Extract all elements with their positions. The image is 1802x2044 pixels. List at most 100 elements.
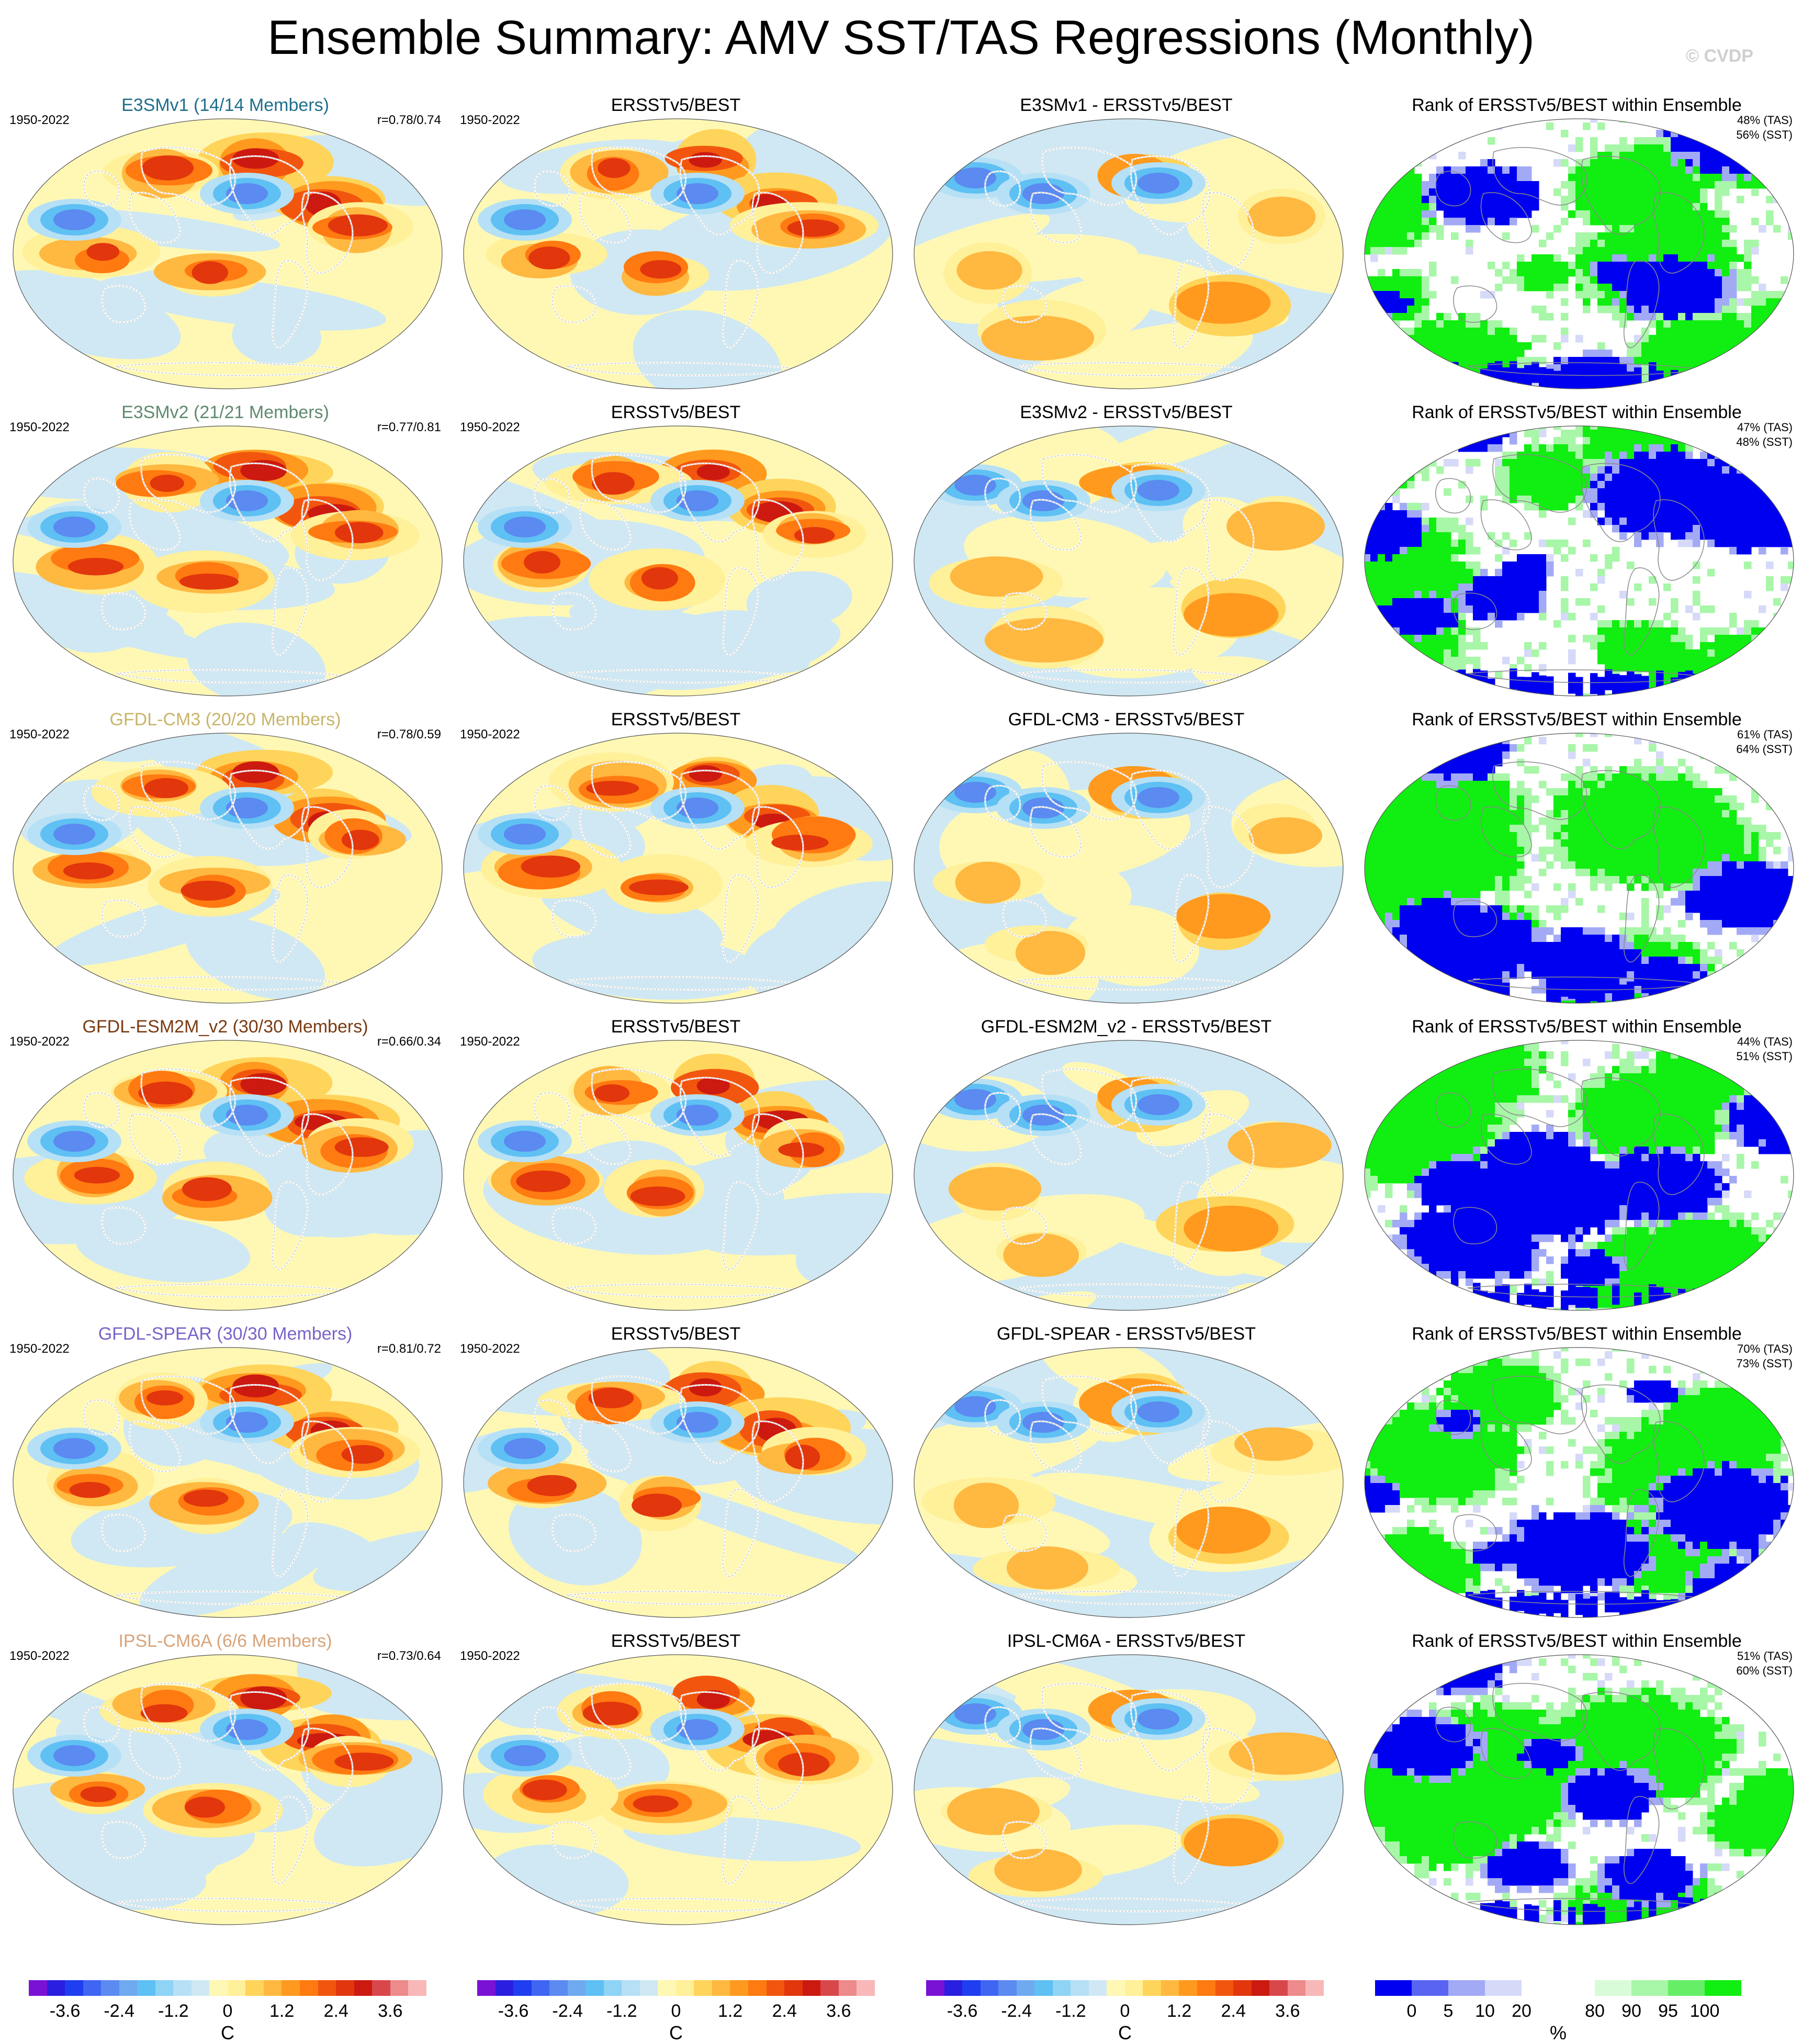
map-panel-diff: E3SMv1 - ERSSTv5/BEST <box>901 89 1352 397</box>
colorbar-swatch <box>513 1980 532 1996</box>
colorbar-swatch <box>47 1980 65 1996</box>
rank-tas: 61% (TAS) <box>1736 727 1793 742</box>
colorbar-swatch <box>1631 1980 1668 1996</box>
colorbar-swatch <box>658 1980 676 1996</box>
colorbar-swatch <box>1558 1980 1595 1996</box>
map-panel-diff: GFDL-SPEAR - ERSSTv5/BEST <box>901 1318 1352 1625</box>
colorbar-tick-label: 0 <box>1407 2001 1417 2021</box>
rank-tas: 51% (TAS) <box>1736 1649 1793 1664</box>
panel-title: Rank of ERSSTv5/BEST within Ensemble <box>1352 1630 1802 1652</box>
map-panel-diff: E3SMv2 - ERSSTv5/BEST <box>901 396 1352 704</box>
colorbar-swatch <box>495 1980 514 1996</box>
rank-map <box>1363 1344 1795 1621</box>
colorbar-swatch <box>1448 1980 1485 1996</box>
colorbar-swatch <box>390 1980 409 1996</box>
period-label: 1950-2022 <box>9 1035 70 1049</box>
colorbar-tick-label: 0 <box>1120 2001 1130 2021</box>
regression-map <box>12 1037 444 1314</box>
colorbar-tick-label: 2.4 <box>772 2001 797 2021</box>
rank-map <box>1363 422 1795 700</box>
colorbar-swatch <box>748 1980 767 1996</box>
period-label: 1950-2022 <box>9 727 70 742</box>
colorbar-tick-label: 3.6 <box>1275 2001 1300 2021</box>
colorbar-tick-label: 1.2 <box>718 2001 742 2021</box>
rank-percentages: 61% (TAS)64% (SST) <box>1736 727 1793 757</box>
colorbar-swatch <box>264 1980 282 1996</box>
panel-title: Rank of ERSSTv5/BEST within Ensemble <box>1352 401 1802 423</box>
panel-title: E3SMv1 - ERSSTv5/BEST <box>901 94 1352 116</box>
colorbar-unit: C <box>1118 2022 1132 2044</box>
colorbar-swatch <box>820 1980 839 1996</box>
panel-title: GFDL-SPEAR - ERSSTv5/BEST <box>901 1323 1352 1345</box>
colorbar-swatch <box>839 1980 857 1996</box>
panel-title: E3SMv2 - ERSSTv5/BEST <box>901 401 1352 423</box>
colorbar-tick-label: 20 <box>1512 2001 1531 2021</box>
colorbar-swatch <box>1107 1980 1125 1996</box>
colorbar-swatch <box>192 1980 210 1996</box>
rank-tas: 70% (TAS) <box>1736 1342 1793 1356</box>
colorbar-tick-label: 1.2 <box>269 2001 294 2021</box>
colorbar-swatch <box>228 1980 246 1996</box>
colorbar-swatch <box>1668 1980 1705 1996</box>
period-label: 1950-2022 <box>9 420 70 435</box>
rank-sst: 64% (SST) <box>1736 742 1793 757</box>
period-label: 1950-2022 <box>460 1035 520 1049</box>
rank-sst: 73% (SST) <box>1736 1356 1793 1371</box>
colorbar-tick-label: -3.6 <box>498 2001 529 2021</box>
colorbar-tick-label: 5 <box>1444 2001 1454 2021</box>
rank-map <box>1363 729 1795 1007</box>
panel-title: Rank of ERSSTv5/BEST within Ensemble <box>1352 1323 1802 1345</box>
colorbar-swatch <box>281 1980 300 1996</box>
colorbar-swatch <box>119 1980 138 1996</box>
colorbar-tick-label: 2.4 <box>324 2001 348 2021</box>
panel-title: Rank of ERSSTv5/BEST within Ensemble <box>1352 94 1802 116</box>
colorbar-tick-label: 2.4 <box>1221 2001 1246 2021</box>
rank-percentages: 70% (TAS)73% (SST) <box>1736 1342 1793 1371</box>
rank-tas: 44% (TAS) <box>1736 1035 1793 1049</box>
colorbar-swatch <box>354 1980 373 1996</box>
rank-percentages: 44% (TAS)51% (SST) <box>1736 1035 1793 1064</box>
regression-map <box>12 422 444 700</box>
rank-sst: 56% (SST) <box>1736 128 1793 142</box>
colorbar-swatch <box>83 1980 102 1996</box>
panel-title: GFDL-CM3 - ERSSTv5/BEST <box>901 709 1352 731</box>
colorbar-swatch <box>101 1980 119 1996</box>
figure-title: Ensemble Summary: AMV SST/TAS Regression… <box>0 6 1802 69</box>
rank-sst: 60% (SST) <box>1736 1664 1793 1678</box>
colorbar-swatch <box>1071 1980 1089 1996</box>
regression-map <box>462 422 894 700</box>
period-label: 1950-2022 <box>460 727 520 742</box>
colorbar-swatch <box>1089 1980 1107 1996</box>
colorbar-swatch <box>981 1980 999 1996</box>
regression-map <box>913 1037 1345 1314</box>
period-label: 1950-2022 <box>9 1342 70 1356</box>
colorbar-swatch <box>1179 1980 1197 1996</box>
colorbar-unit: C <box>669 2022 683 2044</box>
colorbar-swatch <box>318 1980 336 1996</box>
map-panel-diff: IPSL-CM6A - ERSSTv5/BEST <box>901 1625 1352 1933</box>
colorbar-swatch <box>857 1980 875 1996</box>
colorbar-swatch <box>730 1980 748 1996</box>
panel-title: IPSL-CM6A - ERSSTv5/BEST <box>901 1630 1352 1652</box>
cvdp-watermark: © CVDP <box>1686 46 1753 66</box>
regression-map <box>462 1344 894 1621</box>
regression-map <box>913 115 1345 392</box>
colorbar-swatches <box>29 1980 426 1996</box>
rank-percentages: 47% (TAS)48% (SST) <box>1736 420 1793 450</box>
map-panel-diff: GFDL-ESM2M_v2 - ERSSTv5/BEST <box>901 1010 1352 1318</box>
colorbar-swatch <box>1269 1980 1288 1996</box>
colorbar-swatch <box>1412 1980 1448 1996</box>
colorbar-tick-label: 0 <box>671 2001 681 2021</box>
colorbar-swatch <box>1125 1980 1143 1996</box>
colorbar-swatch <box>372 1980 390 1996</box>
